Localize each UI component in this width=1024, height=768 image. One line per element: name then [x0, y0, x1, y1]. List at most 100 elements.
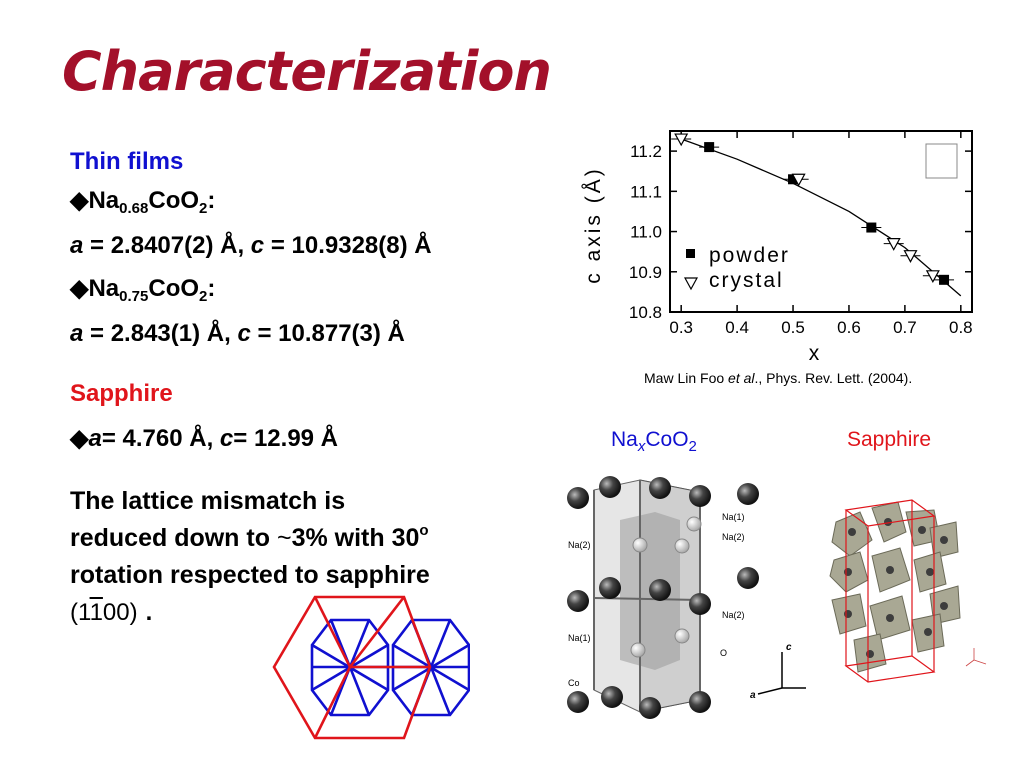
crystal-point [791, 173, 806, 187]
sapphire-unit-cell [844, 499, 936, 683]
label-sub: 2 [688, 438, 697, 455]
formula-sub: 0.75 [119, 288, 149, 305]
caption-author: Maw Lin Foo [644, 370, 729, 386]
c-axis-vs-x-chart: 0.3 0.4 0.5 0.6 0.7 0.8 10.810.911.011.111.2 … [582, 130, 973, 365]
sapphire-structure-label: Sapphire [847, 428, 932, 451]
legend-crystal-marker [683, 277, 699, 291]
bullet-diamond-icon: ◆ [70, 187, 89, 214]
crystal-point [925, 270, 940, 284]
miller-open: (1 [70, 599, 90, 626]
lattice-mismatch-diagram [272, 595, 470, 740]
y-axis-label: c axis (Å) [582, 166, 605, 284]
mismatch-paragraph: The lattice mismatch is reduced down to … [70, 483, 430, 631]
miller-period: . [145, 599, 153, 626]
legend: powder crystal [683, 244, 790, 292]
formula-colon: : [207, 187, 216, 214]
approx-sign: ~ [276, 524, 292, 552]
mismatch-line: reduced down to ~3% with 30o [70, 520, 430, 557]
label-x: x [637, 438, 646, 455]
param-c-value: = 10.9328(8) Å [264, 232, 432, 259]
powder-point [704, 142, 715, 153]
x-tick-label: 0.8 [949, 318, 973, 337]
sample1-formula: ◆Na0.68CoO2: [70, 186, 216, 217]
powder-point [866, 222, 877, 233]
mismatch-text: reduced down to [70, 524, 277, 552]
param-c: c [250, 232, 265, 259]
bullet-diamond-icon: ◆ [70, 275, 89, 302]
crystal-point [886, 238, 901, 251]
crystal-point [903, 250, 918, 263]
formula-colon: : [207, 275, 216, 302]
caption-etal: et al [728, 370, 755, 386]
degree-sup: o [419, 522, 429, 539]
legend-powder-label: powder [709, 244, 790, 267]
y-tick-label: 11.0 [630, 223, 662, 242]
atom-label: O [720, 648, 727, 658]
atom-labels: Na(1) Na(2) Na(2) Na(2) Na(1) O Co [568, 512, 745, 688]
miller-bar-digit: 1 [89, 599, 103, 626]
formula-na: Na [88, 275, 120, 302]
data-points [671, 133, 955, 285]
slide-title: Characterization [62, 40, 552, 103]
y-tick-label: 10.9 [629, 263, 662, 282]
y-tick-label: 11.1 [630, 182, 662, 201]
sapphire-heading: Sapphire [70, 380, 173, 407]
atom-label: Na(2) [568, 540, 591, 550]
x-tick-label: 0.6 [837, 318, 861, 337]
x-tick-label: 0.5 [781, 318, 805, 337]
atom-label: Co [568, 678, 580, 688]
sapphire-crystal-structure [829, 499, 987, 683]
param-c: c [237, 320, 251, 347]
caption-rest: ., Phys. Rev. Lett. (2004). [754, 370, 913, 386]
bullet-diamond-icon: ◆ [70, 425, 89, 452]
param-a: a [70, 232, 84, 259]
x-axis-label: x [809, 342, 820, 365]
mismatch-text: 3% with 30 [291, 524, 420, 552]
atom-label: Na(2) [722, 532, 745, 542]
label-coo: CoO [645, 428, 689, 451]
label-na: Na [611, 428, 638, 451]
axis-c-label: c [786, 642, 792, 653]
y-tick-label: 10.8 [629, 303, 662, 322]
formula-na: Na [88, 187, 120, 214]
formula-sub: 0.68 [119, 200, 149, 217]
param-a-value: = 2.843(1) Å, [83, 320, 238, 347]
atom-label: Na(1) [722, 512, 745, 522]
axes-indicator [757, 652, 806, 695]
figure-caption: Maw Lin Foo et al., Phys. Rev. Lett. (20… [644, 370, 912, 386]
param-c-value: = 12.99 Å [233, 425, 339, 452]
miller-index: (1100). [70, 594, 430, 631]
plot-frame [669, 130, 973, 313]
mismatch-line: The lattice mismatch is [70, 487, 346, 515]
alo6-octahedra [829, 501, 961, 673]
formula-coo: CoO [148, 187, 200, 214]
mismatch-line: rotation respected to sapphire [70, 561, 430, 589]
atom-label: Na(1) [568, 633, 591, 643]
x-tick-label: 0.3 [669, 318, 693, 337]
param-c: c [219, 425, 234, 452]
naxcoo2-label: NaxCoO2 [611, 428, 697, 455]
y-tick-label: 11.2 [630, 142, 662, 161]
formula-coo: CoO [148, 275, 200, 302]
small-axes-icon [965, 648, 987, 667]
sapphire-params: ◆a= 4.760 Å, c= 12.99 Å [70, 424, 338, 453]
na-atoms [630, 516, 702, 658]
param-a: a [70, 320, 84, 347]
x-tick-label: 0.4 [725, 318, 749, 337]
inset-box [925, 143, 958, 179]
param-c-value: = 10.877(3) Å [250, 320, 405, 347]
crystal-point [674, 133, 689, 147]
sample2-formula: ◆Na0.75CoO2: [70, 274, 216, 305]
thin-films-heading: Thin films [70, 148, 184, 175]
param-a-value: = 2.8407(2) Å, [83, 232, 251, 259]
sample2-params: a = 2.843(1) Å, c = 10.877(3) Å [70, 320, 405, 348]
y-tick-labels: 10.8 10.9 11.0 11.1 11.2 [629, 142, 662, 322]
x-tick-label: 0.7 [893, 318, 917, 337]
legend-powder-marker [686, 249, 695, 258]
param-a-value: = 4.760 Å, [101, 425, 220, 452]
co-atoms [567, 476, 759, 719]
atom-label: Na(2) [722, 610, 745, 620]
miller-close: 00) [102, 599, 138, 626]
sample1-params: a = 2.8407(2) Å, c = 10.9328(8) Å [70, 232, 432, 260]
legend-crystal-label: crystal [709, 269, 784, 292]
